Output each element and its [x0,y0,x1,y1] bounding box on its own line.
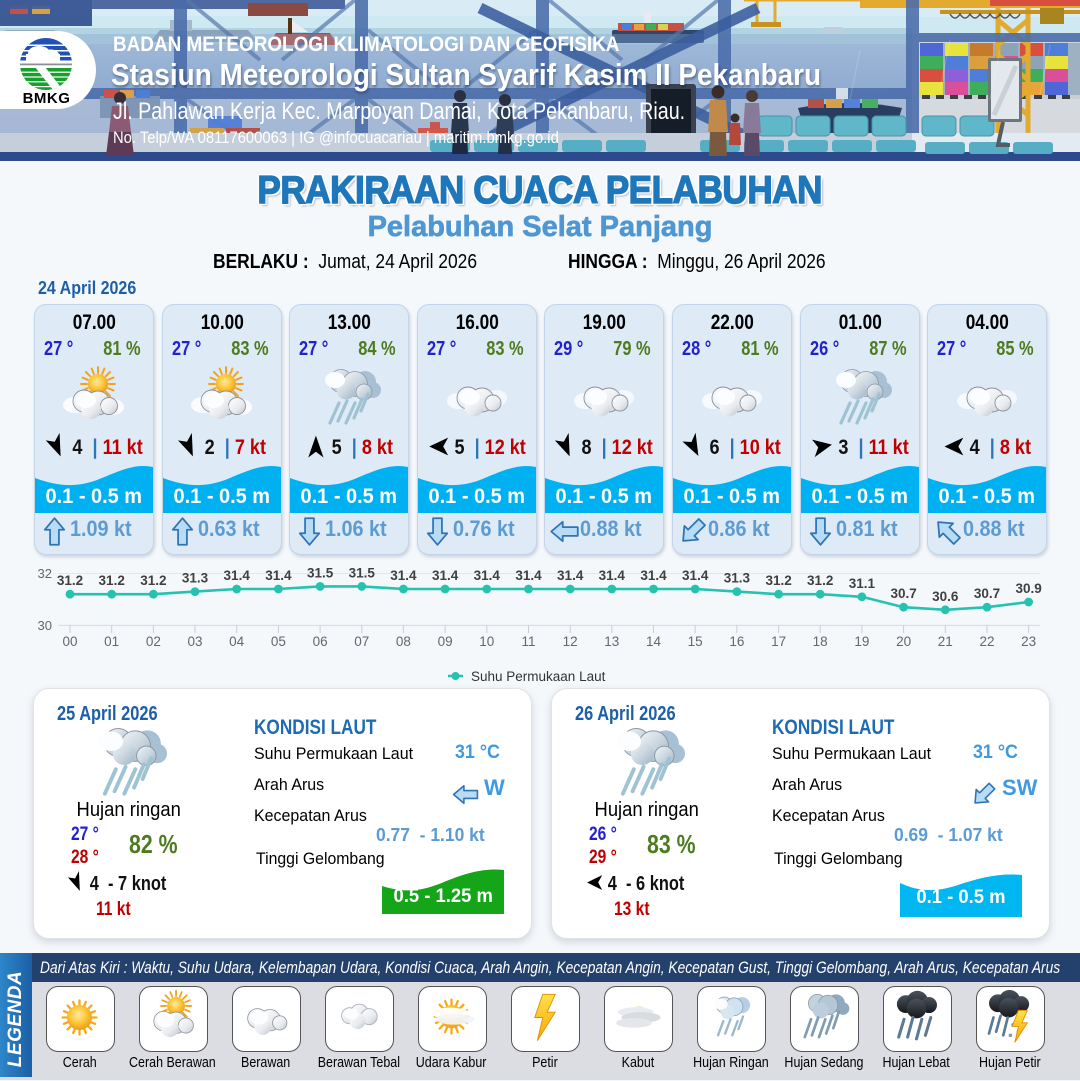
svg-text:30.9: 30.9 [1015,581,1041,596]
svg-text:31.4: 31.4 [515,568,542,583]
svg-text:31.4: 31.4 [432,568,459,583]
svg-text:31.2: 31.2 [57,573,83,588]
svg-text:04: 04 [229,634,245,649]
svg-text:01: 01 [104,634,119,649]
svg-text:31.5: 31.5 [349,565,376,580]
svg-text:31.1: 31.1 [849,576,876,591]
svg-text:30.6: 30.6 [932,589,959,604]
svg-text:31.4: 31.4 [224,568,251,583]
svg-text:31.2: 31.2 [140,573,166,588]
svg-text:18: 18 [813,634,828,649]
svg-text:Suhu Permukaan Laut: Suhu Permukaan Laut [471,669,606,684]
svg-text:31.4: 31.4 [557,568,584,583]
svg-text:31.4: 31.4 [474,568,501,583]
svg-text:14: 14 [646,634,662,649]
svg-text:12: 12 [563,634,578,649]
svg-text:03: 03 [187,634,202,649]
svg-text:21: 21 [938,634,953,649]
svg-text:31.4: 31.4 [599,568,626,583]
svg-text:02: 02 [146,634,161,649]
svg-text:32: 32 [38,566,52,581]
svg-text:00: 00 [62,634,77,649]
svg-text:31.2: 31.2 [99,573,125,588]
svg-text:15: 15 [688,634,703,649]
svg-text:05: 05 [271,634,286,649]
svg-text:17: 17 [771,634,786,649]
svg-text:31.4: 31.4 [390,568,417,583]
svg-text:07: 07 [354,634,369,649]
svg-text:31.3: 31.3 [182,571,209,586]
svg-text:31.4: 31.4 [682,568,709,583]
svg-text:13: 13 [604,634,619,649]
svg-text:31.4: 31.4 [640,568,667,583]
svg-text:31.2: 31.2 [807,573,833,588]
svg-text:09: 09 [438,634,453,649]
svg-text:30.7: 30.7 [890,586,916,601]
svg-text:30: 30 [38,618,52,633]
svg-text:22: 22 [979,634,994,649]
svg-text:08: 08 [396,634,411,649]
svg-text:23: 23 [1021,634,1036,649]
svg-text:31.4: 31.4 [265,568,292,583]
svg-text:11: 11 [521,634,535,649]
svg-text:31.2: 31.2 [765,573,791,588]
svg-text:10: 10 [479,634,494,649]
svg-text:31.5: 31.5 [307,565,334,580]
svg-text:30.7: 30.7 [974,586,1000,601]
svg-text:19: 19 [854,634,869,649]
svg-text:06: 06 [313,634,328,649]
svg-text:20: 20 [896,634,911,649]
svg-text:16: 16 [729,634,744,649]
svg-text:31.3: 31.3 [724,571,751,586]
